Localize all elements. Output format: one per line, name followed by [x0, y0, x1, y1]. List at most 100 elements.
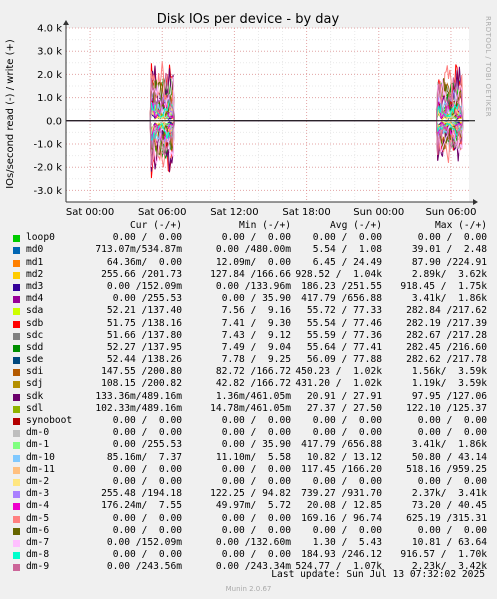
legend-row: dm-4 176.24m/ 7.55 49.97m/ 5.72 20.08 / 12.… — [0, 500, 497, 512]
legend-min-value: 0.00 / 0.00 — [221, 463, 291, 475]
legend-cur-value: 52.21 /137.40 — [106, 305, 182, 317]
y-tick-label: 0.0 — [46, 116, 62, 127]
legend-device-name: md2 — [26, 268, 44, 280]
legend-row: synoboot 0.00 / 0.00 0.00 / 0.00 0.00 / 0.0… — [0, 415, 497, 427]
legend-device-name: dm-11 — [26, 463, 55, 475]
x-tick-label: Sat 12:00 — [210, 207, 258, 218]
x-tick-labels: Sat 00:00 Sat 06:00 Sat 12:00 Sat 18:00 Sun … — [66, 207, 477, 218]
legend-avg-value: 0.00 / 0.00 — [312, 232, 382, 244]
legend-cur-value: 51.75 /138.16 — [106, 317, 182, 329]
legend-cur-value: 0.00 / 0.00 — [112, 415, 182, 426]
legend-row: sdl 102.33m/489.16m 14.78m/461.05m 27.37 / … — [0, 403, 497, 415]
x-tick-label: Sun 06:00 — [425, 207, 476, 218]
legend-device-name: sdj — [26, 378, 44, 390]
legend-min-value: 0.00 /132.60m — [215, 536, 291, 548]
legend-swatch — [13, 564, 20, 572]
legend-cur-value: 51.66 /137.80 — [106, 329, 182, 341]
legend-device-name: synoboot — [26, 415, 73, 426]
legend-min-value: 82.72 /166.72 — [215, 366, 291, 378]
x-tick-label: Sat 00:00 — [66, 207, 114, 218]
legend-swatch — [13, 357, 20, 365]
legend-row: md3 0.00 /152.09m 0.00 /133.96m 186.23 /251… — [0, 281, 497, 293]
legend-avg-value: 55.59 / 77.36 — [306, 329, 382, 341]
legend-row: dm-11 0.00 / 0.00 0.00 / 0.00 117.45 /166.2… — [0, 464, 497, 476]
legend-max-value: 0.00 / 0.00 — [417, 475, 487, 487]
legend-swatch — [13, 552, 20, 560]
legend-device-name: sda — [26, 305, 44, 317]
legend-cur-value: 0.00 /243.56m — [106, 561, 182, 573]
legend-min-value: 12.09m/ 0.00 — [215, 256, 291, 268]
legend-row: md1 64.36m/ 0.00 12.09m/ 0.00 6.45 / 24.49 8… — [0, 257, 497, 269]
legend-row: sdb 51.75 /138.16 7.41 / 9.30 55.54 / 77.46… — [0, 318, 497, 330]
legend-avg-value: 186.23 /251.55 — [301, 280, 382, 292]
legend-avg-value: 0.00 / 0.00 — [312, 524, 382, 536]
legend-cur-value: 52.27 /137.95 — [106, 341, 182, 353]
legend-max-value: 10.81 / 63.64 — [411, 536, 487, 548]
legend-cur-value: 0.00 / 0.00 — [112, 232, 182, 244]
legend-avg-value: 0.00 / 0.00 — [312, 475, 382, 487]
legend-row: sdk 133.36m/489.16m 1.36m/461.05m 20.91 / 2… — [0, 391, 497, 403]
legend-avg-value: 169.16 / 96.74 — [301, 512, 382, 524]
legend-swatch — [13, 442, 20, 450]
legend-device-name: sde — [26, 354, 44, 366]
legend-max-value: 518.16 /959.25 — [406, 463, 487, 475]
legend-max-value: 3.41k/ 1.86k — [411, 439, 487, 451]
legend-row: dm-9 0.00 /243.56m 0.00 /243.34m 524.77 / 1… — [0, 561, 497, 573]
legend-swatch — [13, 381, 20, 389]
legend-swatch — [13, 466, 20, 474]
legend-max-value: 2.37k/ 3.41k — [411, 488, 487, 500]
y-tick-label: -1.0 k — [34, 140, 63, 151]
legend-cur-value: 133.36m/489.16m — [95, 390, 182, 402]
header-avg: Avg (-/+) — [330, 220, 382, 231]
header-cur: Cur (-/+) — [130, 220, 182, 231]
legend-min-value: 7.49 / 9.04 — [221, 341, 291, 353]
legend-avg-value: 0.00 / 0.00 — [312, 415, 382, 426]
legend-max-value: 0.00 / 0.00 — [417, 415, 487, 426]
legend-swatch — [13, 539, 20, 547]
legend-cur-value: 255.66 /201.73 — [101, 268, 182, 280]
legend-cur-value: 85.16m/ 7.37 — [106, 451, 182, 463]
legend-min-value: 7.43 / 9.12 — [221, 329, 291, 341]
legend-device-name: md0 — [26, 244, 44, 256]
legend-cur-value: 255.48 /194.18 — [101, 488, 182, 500]
legend-max-value: 3.41k/ 1.86k — [411, 293, 487, 305]
munin-version: Munin 2.0.67 — [225, 585, 272, 593]
legend-max-value: 625.19 /315.31 — [406, 512, 487, 524]
legend-swatch — [13, 271, 20, 279]
legend-row: loop0 0.00 / 0.00 0.00 / 0.00 0.00 / 0.00 0.… — [0, 232, 497, 244]
header-min: Min (-/+) — [239, 220, 291, 231]
legend-avg-value: 417.79 /656.88 — [301, 293, 382, 305]
legend-max-value: 1.56k/ 3.59k — [411, 366, 487, 378]
legend-avg-value: 55.64 / 77.41 — [306, 341, 382, 353]
y-axis-label: IOs/second read (-) / write (+) — [5, 39, 16, 189]
legend-row: sdi 147.55 /200.80 82.72 /166.72 450.23 / 1… — [0, 366, 497, 378]
y-tick-labels: 4.0 k 3.0 k 2.0 k 1.0 k 0.0 -1.0 k -2.0 k -3.0 … — [34, 24, 63, 197]
legend-max-value: 2.23k/ 3.42k — [411, 561, 487, 573]
legend-row: sdc 51.66 /137.80 7.43 / 9.12 55.59 / 77.36… — [0, 330, 497, 342]
y-tick-label: 3.0 k — [37, 47, 62, 58]
legend-swatch — [13, 405, 20, 413]
legend-cur-value: 0.00 / 0.00 — [112, 463, 182, 475]
legend-max-value: 0.00 / 0.00 — [417, 427, 487, 439]
legend-device-name: sdc — [26, 329, 44, 341]
legend-device-name: loop0 — [26, 232, 55, 244]
legend-cur-value: 0.00 / 0.00 — [112, 549, 182, 561]
legend-device-name: dm-10 — [26, 451, 55, 463]
legend-device-name: dm-3 — [26, 488, 50, 500]
legend-device-name: sdl — [26, 402, 44, 414]
legend-avg-value: 56.09 / 77.88 — [306, 354, 382, 366]
legend-min-value: 42.82 /166.72 — [215, 378, 291, 390]
legend-cur-value: 0.00 / 0.00 — [112, 475, 182, 487]
y-tick-label: 1.0 k — [37, 93, 62, 104]
legend-swatch — [13, 454, 20, 462]
legend-max-value: 39.01 / 2.48 — [411, 244, 487, 256]
legend-avg-value: 117.45 /166.20 — [301, 463, 382, 475]
legend-row: dm-8 0.00 / 0.00 0.00 / 0.00 184.93 /246.12… — [0, 549, 497, 561]
legend-min-value: 127.84 /166.66 — [210, 268, 291, 280]
legend-max-value: 918.45 / 1.75k — [400, 280, 487, 292]
legend-min-value: 0.00 / 35.90 — [221, 439, 291, 451]
legend-swatch — [13, 418, 20, 425]
legend-avg-value: 5.54 / 1.08 — [312, 244, 382, 256]
legend-device-name: dm-7 — [26, 536, 50, 548]
legend-row: dm-10 85.16m/ 7.37 11.10m/ 5.58 10.82 / 13.… — [0, 452, 497, 464]
